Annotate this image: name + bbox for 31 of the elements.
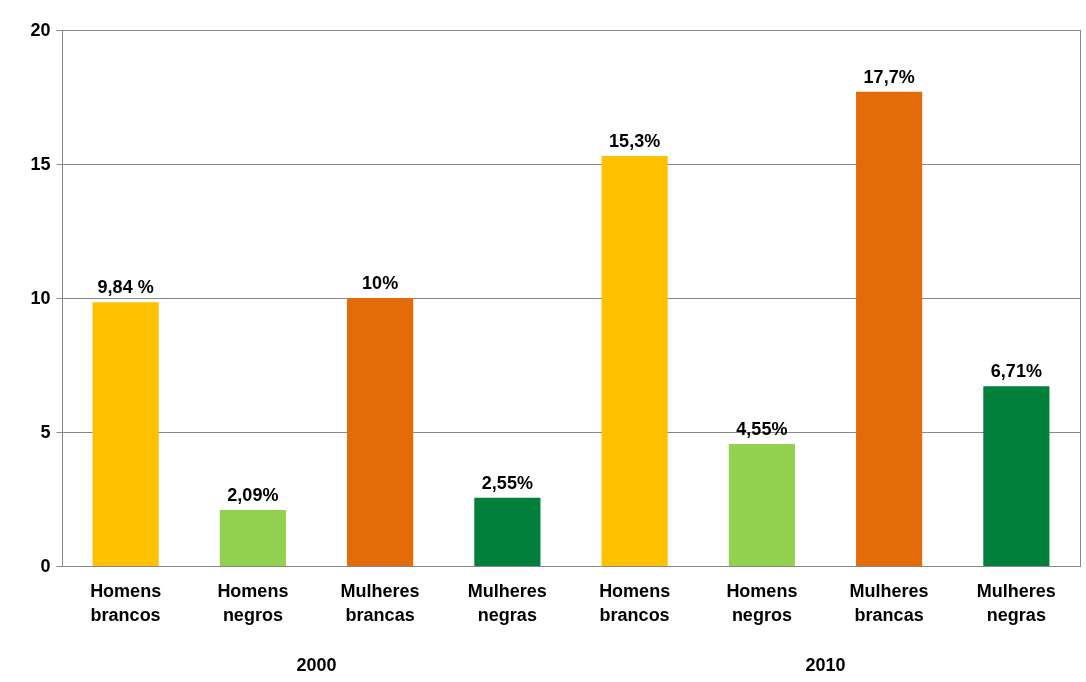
x-tick-label: Mulheres negras [976,580,1056,625]
data-label: 9,84 % [97,277,154,298]
text: 2000 [296,655,337,675]
data-label: 4,55% [736,419,788,440]
y-tick-label: 10 [30,287,51,308]
y-tick-label: 20 [30,19,51,40]
x-tick-label: Mulheres brancas [849,580,929,625]
bar [92,302,159,566]
bar [601,155,668,566]
data-label: 2,09% [227,484,279,505]
data-label: 17,7% [863,66,915,87]
x-tick-label: Homens brancos [599,580,671,625]
bar [983,386,1050,566]
x-tick-label: Mulheres negras [467,580,547,625]
bar [347,298,414,566]
y-tick-label: 15 [30,153,51,174]
y-tick-label: 0 [40,555,51,576]
x-tick-label: Homens negros [217,580,289,625]
data-label: 2,55% [481,472,533,493]
x-tick-label: Mulheres brancas [340,580,420,625]
data-label: 10% [362,273,399,293]
data-label: 15,3% [609,130,661,151]
bar [219,509,286,566]
data-label: 6,71% [990,361,1042,382]
x-tick-label: Homens brancos [90,580,162,625]
bar [728,444,795,566]
text: 2010 [805,655,846,675]
y-tick-label: 5 [40,421,51,442]
bar [856,91,923,566]
bar [474,497,541,566]
x-tick-label: Homens negros [726,580,798,625]
